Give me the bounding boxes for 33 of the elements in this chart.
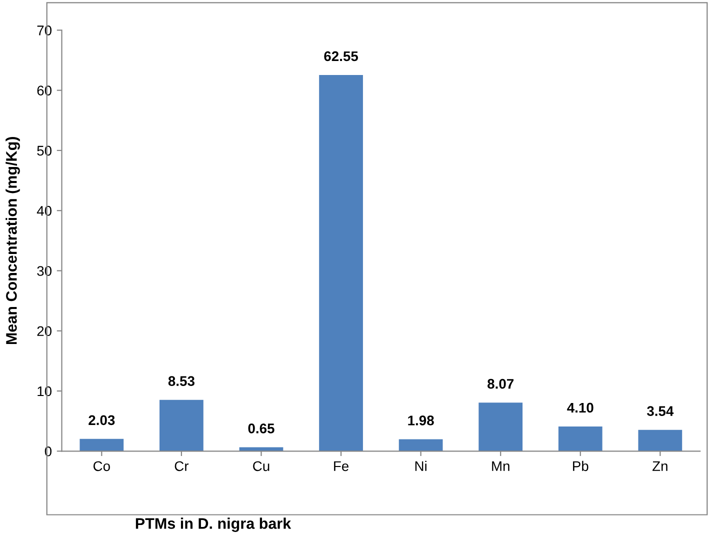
bar xyxy=(558,426,602,452)
x-axis-title: PTMs in D. nigra bark xyxy=(136,518,292,532)
bar xyxy=(80,438,124,452)
x-tick-label: Pb xyxy=(573,460,588,472)
y-tick-label: 10 xyxy=(38,386,52,396)
x-tick-label: Mn xyxy=(492,461,510,471)
data-label: 1.98 xyxy=(408,416,434,426)
y-axis-title: Mean Concentration (mg/Kg) xyxy=(6,137,20,344)
bar xyxy=(398,439,443,452)
y-tick-label: 0 xyxy=(44,446,52,456)
y-tick-label: 70 xyxy=(37,26,52,36)
bar xyxy=(638,430,682,452)
data-label: 8.53 xyxy=(168,376,194,386)
y-tick-label: 40 xyxy=(36,206,52,216)
data-label: 0.65 xyxy=(248,424,274,434)
bar xyxy=(319,74,363,452)
bar xyxy=(160,400,204,452)
x-tick-label: Fe xyxy=(334,461,349,472)
data-label: 2.03 xyxy=(88,415,115,426)
bar xyxy=(478,402,523,452)
x-tick-label: Ni xyxy=(415,460,426,471)
data-label: 3.54 xyxy=(646,406,674,416)
data-label: 8.07 xyxy=(488,378,514,389)
x-tick-label: Cr xyxy=(174,461,189,472)
y-tick-label: 50 xyxy=(37,146,52,156)
x-tick-label: Cu xyxy=(253,461,270,472)
x-tick-label: Zn xyxy=(652,461,668,471)
y-tick-label: 20 xyxy=(37,326,52,336)
x-tick-label: Co xyxy=(93,461,110,472)
data-label: 62.55 xyxy=(324,51,358,62)
y-tick-label: 60 xyxy=(37,86,52,96)
y-tick-label: 30 xyxy=(37,266,52,276)
data-label: 4.10 xyxy=(567,402,594,413)
